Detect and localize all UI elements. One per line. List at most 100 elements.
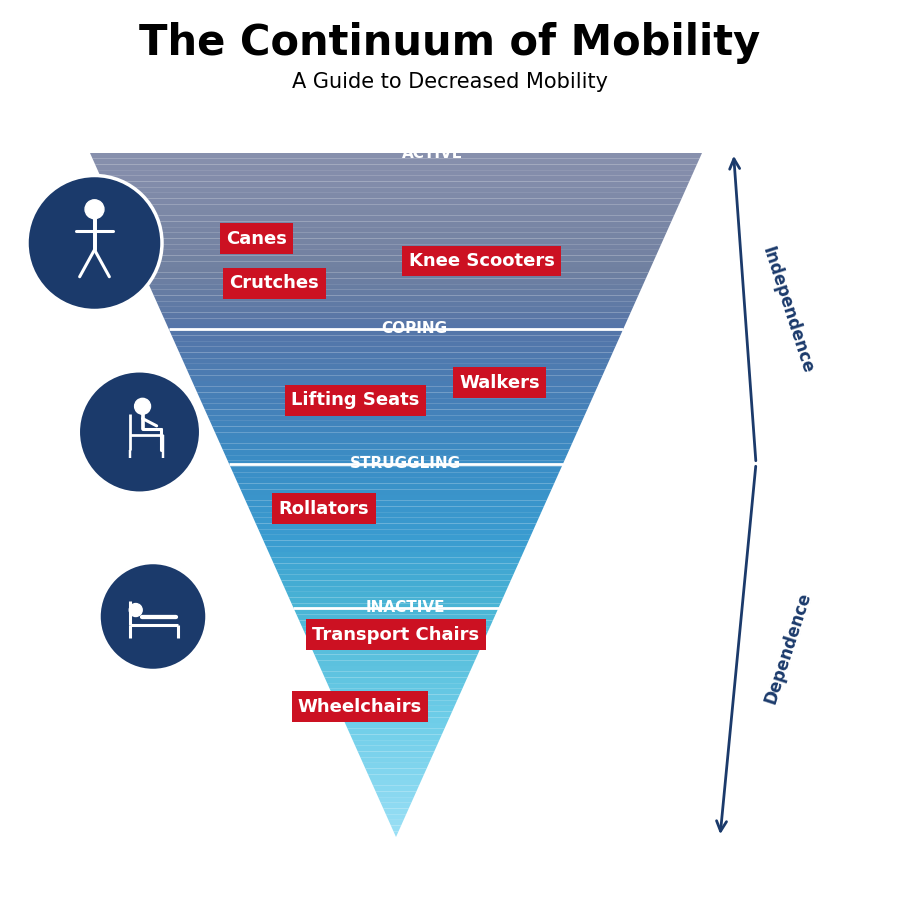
Polygon shape <box>210 421 582 427</box>
Polygon shape <box>100 176 692 182</box>
Polygon shape <box>314 654 478 661</box>
Circle shape <box>85 200 104 219</box>
Polygon shape <box>328 683 464 688</box>
Polygon shape <box>240 490 552 495</box>
Polygon shape <box>345 723 447 729</box>
Polygon shape <box>230 466 562 472</box>
Polygon shape <box>139 261 653 267</box>
Text: Canes: Canes <box>226 230 287 248</box>
Polygon shape <box>128 238 664 244</box>
Polygon shape <box>105 187 687 193</box>
Polygon shape <box>335 700 457 706</box>
Polygon shape <box>176 346 616 353</box>
Polygon shape <box>215 432 577 438</box>
Polygon shape <box>393 832 399 837</box>
Polygon shape <box>228 461 564 466</box>
Text: Transport Chairs: Transport Chairs <box>312 626 480 644</box>
Polygon shape <box>184 364 608 370</box>
Polygon shape <box>93 158 699 165</box>
Polygon shape <box>157 302 635 307</box>
Polygon shape <box>279 575 513 580</box>
Polygon shape <box>360 757 432 763</box>
Polygon shape <box>212 427 580 432</box>
Polygon shape <box>353 740 439 746</box>
Polygon shape <box>329 688 463 695</box>
Text: A Guide to Decreased Mobility: A Guide to Decreased Mobility <box>292 72 608 92</box>
Polygon shape <box>375 791 417 797</box>
Text: STRUGGLING: STRUGGLING <box>349 456 461 471</box>
Polygon shape <box>172 336 620 341</box>
Polygon shape <box>141 267 651 273</box>
Polygon shape <box>294 609 498 615</box>
Circle shape <box>27 176 162 310</box>
Polygon shape <box>383 808 409 814</box>
Polygon shape <box>144 273 648 278</box>
Circle shape <box>135 399 150 414</box>
Polygon shape <box>248 507 544 512</box>
Text: ACTIVE: ACTIVE <box>401 146 463 160</box>
Polygon shape <box>154 295 638 302</box>
Text: Wheelchairs: Wheelchairs <box>298 698 422 716</box>
Polygon shape <box>365 769 427 774</box>
Polygon shape <box>325 678 467 683</box>
Polygon shape <box>276 569 516 575</box>
Polygon shape <box>271 558 521 563</box>
Polygon shape <box>233 472 559 478</box>
Polygon shape <box>347 729 445 734</box>
Polygon shape <box>222 449 570 455</box>
Polygon shape <box>121 221 671 227</box>
Polygon shape <box>238 483 554 490</box>
Polygon shape <box>111 199 681 204</box>
Polygon shape <box>220 444 572 449</box>
Text: Crutches: Crutches <box>230 274 320 292</box>
Polygon shape <box>297 615 495 620</box>
Polygon shape <box>268 552 524 558</box>
Polygon shape <box>264 541 528 546</box>
Polygon shape <box>378 797 414 803</box>
Polygon shape <box>386 814 406 820</box>
Polygon shape <box>169 329 623 336</box>
Polygon shape <box>373 786 419 791</box>
Polygon shape <box>381 803 411 808</box>
Polygon shape <box>98 170 695 176</box>
Polygon shape <box>304 632 488 637</box>
Polygon shape <box>197 392 595 398</box>
Polygon shape <box>207 415 585 421</box>
Polygon shape <box>253 518 539 524</box>
Polygon shape <box>187 370 605 375</box>
Polygon shape <box>159 307 634 312</box>
Polygon shape <box>136 256 656 261</box>
Polygon shape <box>108 193 684 199</box>
Polygon shape <box>243 495 549 500</box>
Text: Lifting Seats: Lifting Seats <box>292 392 419 410</box>
Polygon shape <box>310 644 482 649</box>
Circle shape <box>78 371 201 493</box>
Polygon shape <box>164 319 628 324</box>
Polygon shape <box>90 153 702 158</box>
Polygon shape <box>179 353 613 358</box>
Polygon shape <box>113 204 679 210</box>
Polygon shape <box>281 580 511 586</box>
Polygon shape <box>151 290 641 295</box>
Circle shape <box>130 604 142 617</box>
Polygon shape <box>190 375 603 381</box>
Polygon shape <box>161 312 631 319</box>
Polygon shape <box>225 455 567 461</box>
Polygon shape <box>284 586 508 592</box>
Polygon shape <box>103 182 689 187</box>
Polygon shape <box>332 695 460 700</box>
Polygon shape <box>274 563 518 569</box>
Polygon shape <box>118 216 674 221</box>
Polygon shape <box>246 500 546 507</box>
Polygon shape <box>350 734 442 740</box>
Polygon shape <box>166 324 626 329</box>
Polygon shape <box>261 535 531 541</box>
Polygon shape <box>236 478 556 483</box>
Polygon shape <box>338 706 454 712</box>
Polygon shape <box>123 227 669 233</box>
Text: The Continuum of Mobility: The Continuum of Mobility <box>140 22 760 65</box>
Polygon shape <box>133 250 659 256</box>
Polygon shape <box>317 661 475 666</box>
Text: Walkers: Walkers <box>459 374 540 392</box>
Polygon shape <box>356 746 436 751</box>
